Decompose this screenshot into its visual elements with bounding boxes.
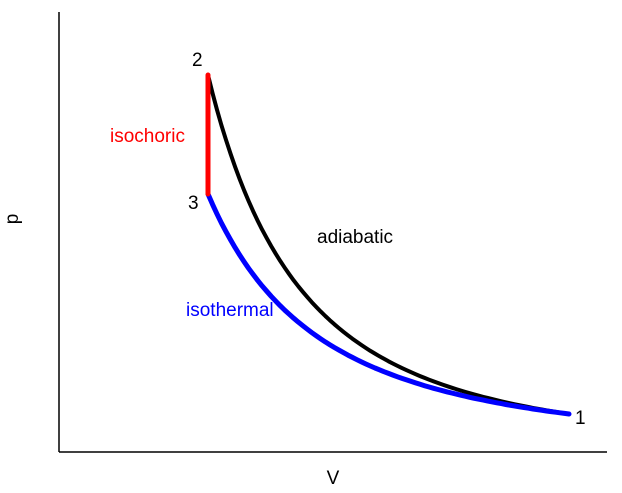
point-label-1: 1	[575, 408, 586, 429]
adiabatic-label: adiabatic	[317, 227, 393, 248]
isochoric-label: isochoric	[110, 126, 185, 147]
isothermal-label: isothermal	[186, 300, 274, 321]
y-axis-label: p	[2, 214, 23, 225]
isothermal-curve	[205, 191, 572, 417]
point-label-3: 3	[188, 193, 199, 214]
x-axis-label: V	[327, 468, 340, 489]
point-label-2: 2	[192, 50, 203, 71]
